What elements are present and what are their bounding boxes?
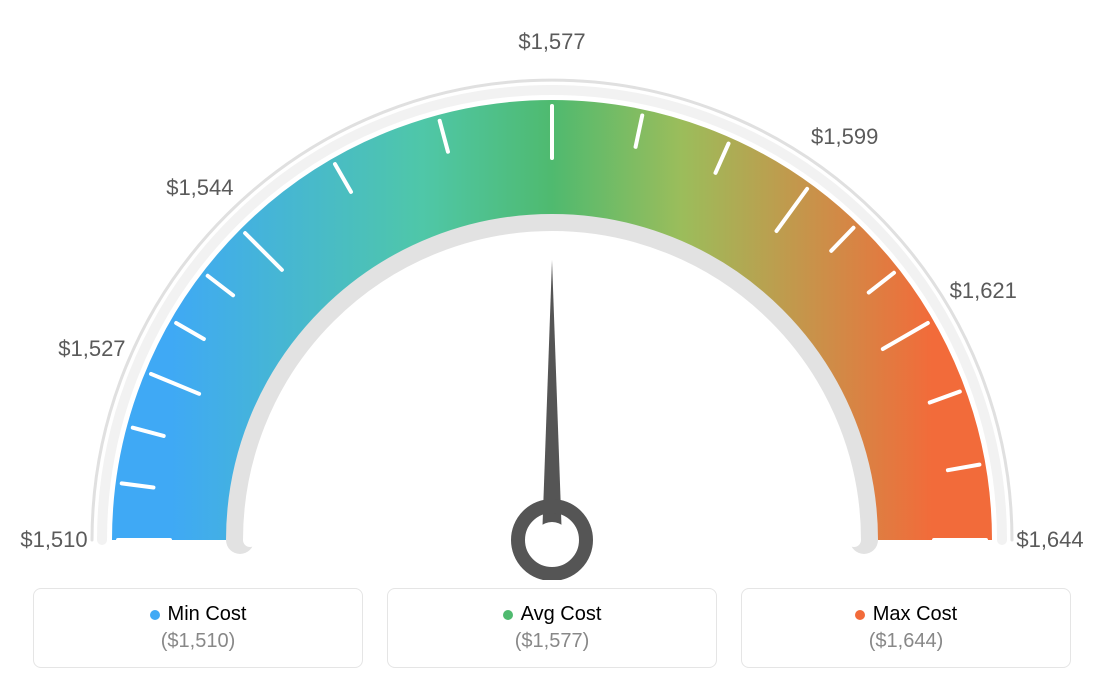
legend-title-avg: Avg Cost: [503, 603, 602, 626]
tick-label: $1,527: [58, 336, 125, 362]
legend-value-max: ($1,644): [762, 630, 1050, 653]
legend-label-max: Max Cost: [873, 603, 957, 626]
chart-container: $1,510 $1,527 $1,544 $1,577 $1,599 $1,621 $1,6…: [0, 0, 1104, 690]
dot-min: [150, 610, 160, 620]
legend-card-max: Max Cost ($1,644): [741, 588, 1071, 668]
legend-label-avg: Avg Cost: [521, 603, 602, 626]
tick-label: $1,644: [1016, 527, 1083, 553]
legend-title-max: Max Cost: [855, 603, 957, 626]
gauge-svg: [22, 40, 1082, 580]
tick-label: $1,577: [518, 29, 585, 55]
dot-max: [855, 610, 865, 620]
legend-card-min: Min Cost ($1,510): [33, 588, 363, 668]
dot-avg: [503, 610, 513, 620]
legend-row: Min Cost ($1,510) Avg Cost ($1,577) Max …: [33, 588, 1071, 668]
legend-value-avg: ($1,577): [408, 630, 696, 653]
tick-label: $1,599: [811, 124, 878, 150]
legend-label-min: Min Cost: [168, 603, 247, 626]
tick-label: $1,621: [950, 278, 1017, 304]
legend-value-min: ($1,510): [54, 630, 342, 653]
tick-label: $1,510: [20, 527, 87, 553]
gauge: $1,510$1,527$1,544$1,577$1,599$1,621$1,6…: [22, 40, 1082, 580]
legend-card-avg: Avg Cost ($1,577): [387, 588, 717, 668]
tick-label: $1,544: [166, 175, 233, 201]
legend-title-min: Min Cost: [150, 603, 247, 626]
